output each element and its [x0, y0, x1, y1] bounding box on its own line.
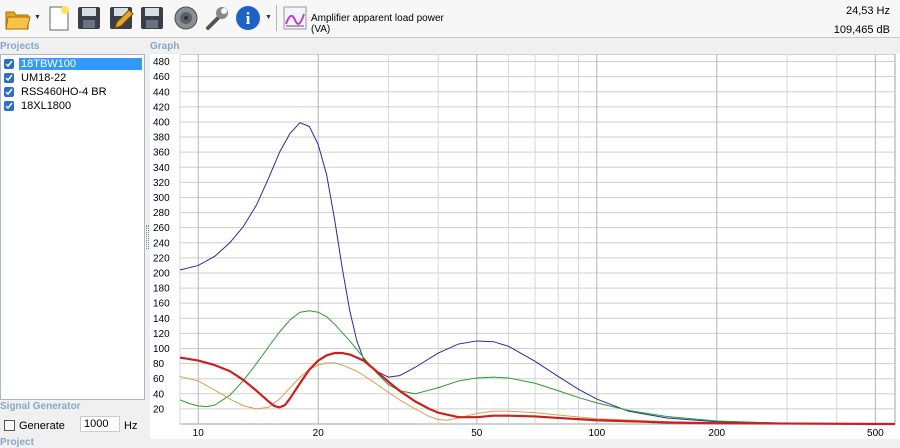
info-button[interactable]: i: [234, 4, 262, 32]
y-tick-label: 420: [153, 102, 170, 113]
y-tick-label: 220: [153, 253, 170, 264]
project-label: RSS460HO-4 BR: [21, 86, 107, 98]
plot-border: [179, 54, 896, 425]
projects-section-title: Projects: [0, 41, 40, 52]
y-tick-label: 200: [153, 268, 170, 279]
save-as-button[interactable]: [138, 4, 166, 32]
series-line: [179, 351, 896, 426]
floppy-disk-icon: [141, 7, 163, 29]
series-line: [179, 362, 896, 425]
line-chart-icon: [283, 6, 307, 30]
new-document-icon: [49, 6, 69, 31]
y-tick-label: 140: [153, 314, 170, 325]
speaker-button[interactable]: [172, 4, 200, 32]
save-edit-button[interactable]: [107, 4, 135, 32]
y-axis-tick-labels: 20 40 60 80 100 120 140 160 180 200 220 240 260 280 30…: [153, 57, 170, 415]
x-axis-tick-labels: 10 20 50 100 200 500: [193, 428, 884, 439]
project-checkbox[interactable]: [4, 101, 14, 111]
cursor-level-readout: 109,465 dB: [833, 24, 890, 36]
floppy-pencil-icon: [110, 7, 134, 29]
project-item[interactable]: 18XL1800: [3, 99, 144, 113]
chart-selector-button[interactable]: Amplifier apparent load power (VA): [281, 4, 456, 35]
y-tick-label: 440: [153, 87, 170, 98]
y-tick-label: 480: [153, 57, 170, 68]
y-tick-label: 280: [153, 208, 170, 219]
open-folder-button[interactable]: [4, 4, 32, 32]
project-section-title: Project: [0, 437, 34, 448]
y-tick-label: 60: [153, 374, 165, 385]
generate-checkbox[interactable]: [4, 420, 15, 431]
toolbar-separator: [276, 5, 277, 31]
project-checkbox[interactable]: [4, 73, 14, 83]
project-checkbox[interactable]: [4, 59, 14, 69]
y-tick-label: 260: [153, 223, 170, 234]
settings-button[interactable]: [203, 4, 231, 32]
projects-list: 18TBW100 UM18-22 RSS460HO-4 BR 18XL1800: [0, 54, 145, 400]
project-item[interactable]: RSS460HO-4 BR: [3, 85, 144, 99]
svg-text:i: i: [246, 9, 251, 28]
check-icon: [5, 88, 13, 96]
x-tick-label: 50: [471, 428, 483, 439]
y-tick-label: 380: [153, 133, 170, 144]
generator-unit-label: Hz: [124, 420, 138, 432]
project-item[interactable]: UM18-22: [3, 71, 144, 85]
folder-icon: [5, 11, 31, 30]
panel-splitter[interactable]: [146, 225, 149, 249]
y-tick-label: 460: [153, 72, 170, 83]
graph-section-title: Graph: [150, 41, 180, 52]
project-checkbox[interactable]: [4, 87, 14, 97]
open-dropdown-icon[interactable]: ▼: [34, 14, 41, 21]
chart-series: [179, 122, 896, 426]
y-tick-label: 20: [153, 404, 165, 415]
series-line: [179, 310, 896, 425]
y-tick-label: 100: [153, 344, 170, 355]
signal-generator-panel: Generate Hz: [0, 414, 145, 434]
project-label: UM18-22: [21, 72, 67, 84]
speaker-icon: [174, 6, 198, 30]
x-tick-label: 10: [193, 428, 205, 439]
chart-grid: [179, 54, 896, 425]
check-icon: [5, 102, 13, 110]
y-tick-label: 240: [153, 238, 170, 249]
load-power-chart[interactable]: 20 40 60 80 100 120 140 160 180 200 220 240 260 280 30…: [150, 54, 900, 439]
y-tick-label: 400: [153, 117, 170, 128]
cursor-frequency-readout: 24,53 Hz: [845, 5, 890, 17]
wrench-icon: [206, 7, 228, 30]
signal-generator-section-title: Signal Generator: [0, 401, 81, 412]
info-icon: i: [236, 6, 260, 30]
y-tick-label: 180: [153, 284, 170, 295]
chart-selector-label: Amplifier apparent load power (VA): [311, 13, 444, 35]
y-tick-label: 80: [153, 359, 165, 370]
x-tick-label: 20: [313, 428, 325, 439]
generate-label: Generate: [19, 420, 65, 432]
y-tick-label: 160: [153, 299, 170, 310]
x-tick-label: 500: [867, 428, 884, 439]
y-tick-label: 40: [153, 389, 165, 400]
toolbar: ▼: [0, 0, 900, 38]
project-item[interactable]: 18TBW100: [3, 57, 144, 71]
floppy-disk-icon: [78, 7, 100, 29]
check-icon: [5, 74, 13, 82]
y-tick-label: 120: [153, 329, 170, 340]
graph-area[interactable]: 20 40 60 80 100 120 140 160 180 200 220 240 260 280 30…: [150, 54, 900, 439]
project-label: 18TBW100: [19, 58, 142, 70]
x-tick-label: 200: [708, 428, 725, 439]
new-project-button[interactable]: [45, 4, 73, 32]
y-tick-label: 300: [153, 193, 170, 204]
project-label: 18XL1800: [21, 100, 72, 112]
info-dropdown-icon[interactable]: ▼: [265, 14, 272, 21]
y-tick-label: 320: [153, 178, 170, 189]
check-icon: [5, 60, 13, 68]
y-tick-label: 340: [153, 163, 170, 174]
y-tick-label: 360: [153, 148, 170, 159]
x-tick-label: 100: [588, 428, 605, 439]
generator-frequency-input[interactable]: [80, 416, 120, 432]
save-button[interactable]: [75, 4, 103, 32]
